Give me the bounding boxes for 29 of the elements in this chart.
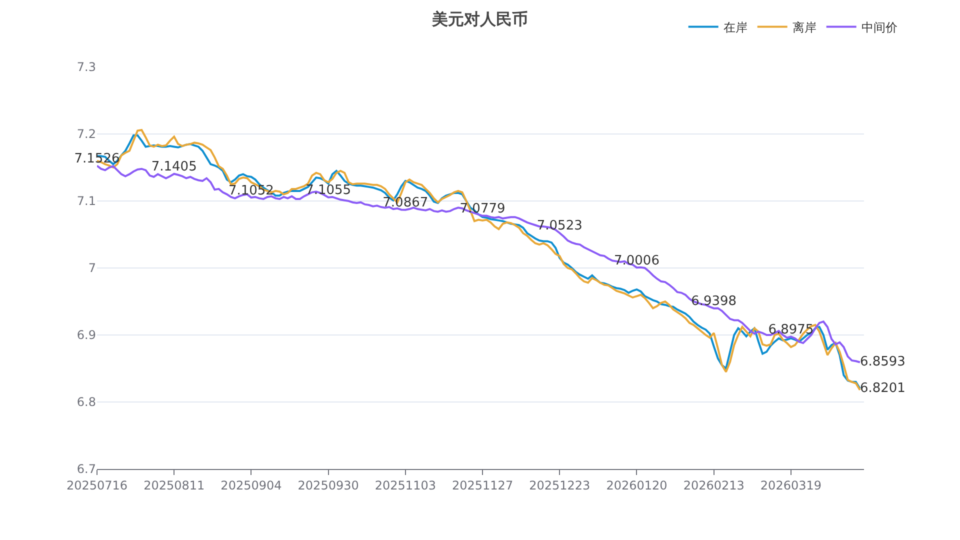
y-tick-label: 6.9	[76, 328, 96, 342]
data-label: 7.1055	[306, 183, 352, 198]
x-tick-label: 20260120	[606, 478, 668, 492]
legend-label: 离岸	[792, 20, 816, 34]
x-tick-label: 20250716	[66, 478, 128, 492]
x-tick-label: 20250904	[220, 478, 282, 492]
y-tick-label: 7.1	[76, 194, 96, 208]
data-label: 7.0006	[614, 253, 660, 268]
data-label: 6.8593	[860, 354, 906, 370]
data-label: 7.0867	[382, 196, 428, 211]
y-tick-label: 6.8	[76, 395, 96, 410]
data-label: 6.9398	[691, 294, 737, 310]
legend-label: 中间价	[861, 20, 898, 34]
x-tick-label: 20251223	[529, 478, 590, 492]
y-tick-label: 7.2	[76, 127, 96, 142]
data-label: 7.0523	[536, 218, 582, 234]
data-label: 7.1405	[151, 160, 197, 175]
chart-title: 美元对人民币	[431, 10, 528, 29]
y-tick-label: 7.3	[76, 60, 96, 74]
x-tick-label: 20260213	[683, 478, 744, 492]
legend-label: 在岸	[723, 20, 748, 34]
x-tick-label: 20250930	[298, 478, 359, 492]
x-tick-label: 20250811	[144, 478, 205, 492]
y-tick-label: 7	[88, 261, 96, 276]
y-tick-label: 6.7	[76, 462, 96, 476]
x-tick-label: 20251103	[374, 478, 436, 492]
data-label: 6.8201	[860, 380, 906, 396]
x-tick-label: 20251127	[452, 478, 514, 492]
x-tick-label: 20260319	[760, 478, 822, 492]
